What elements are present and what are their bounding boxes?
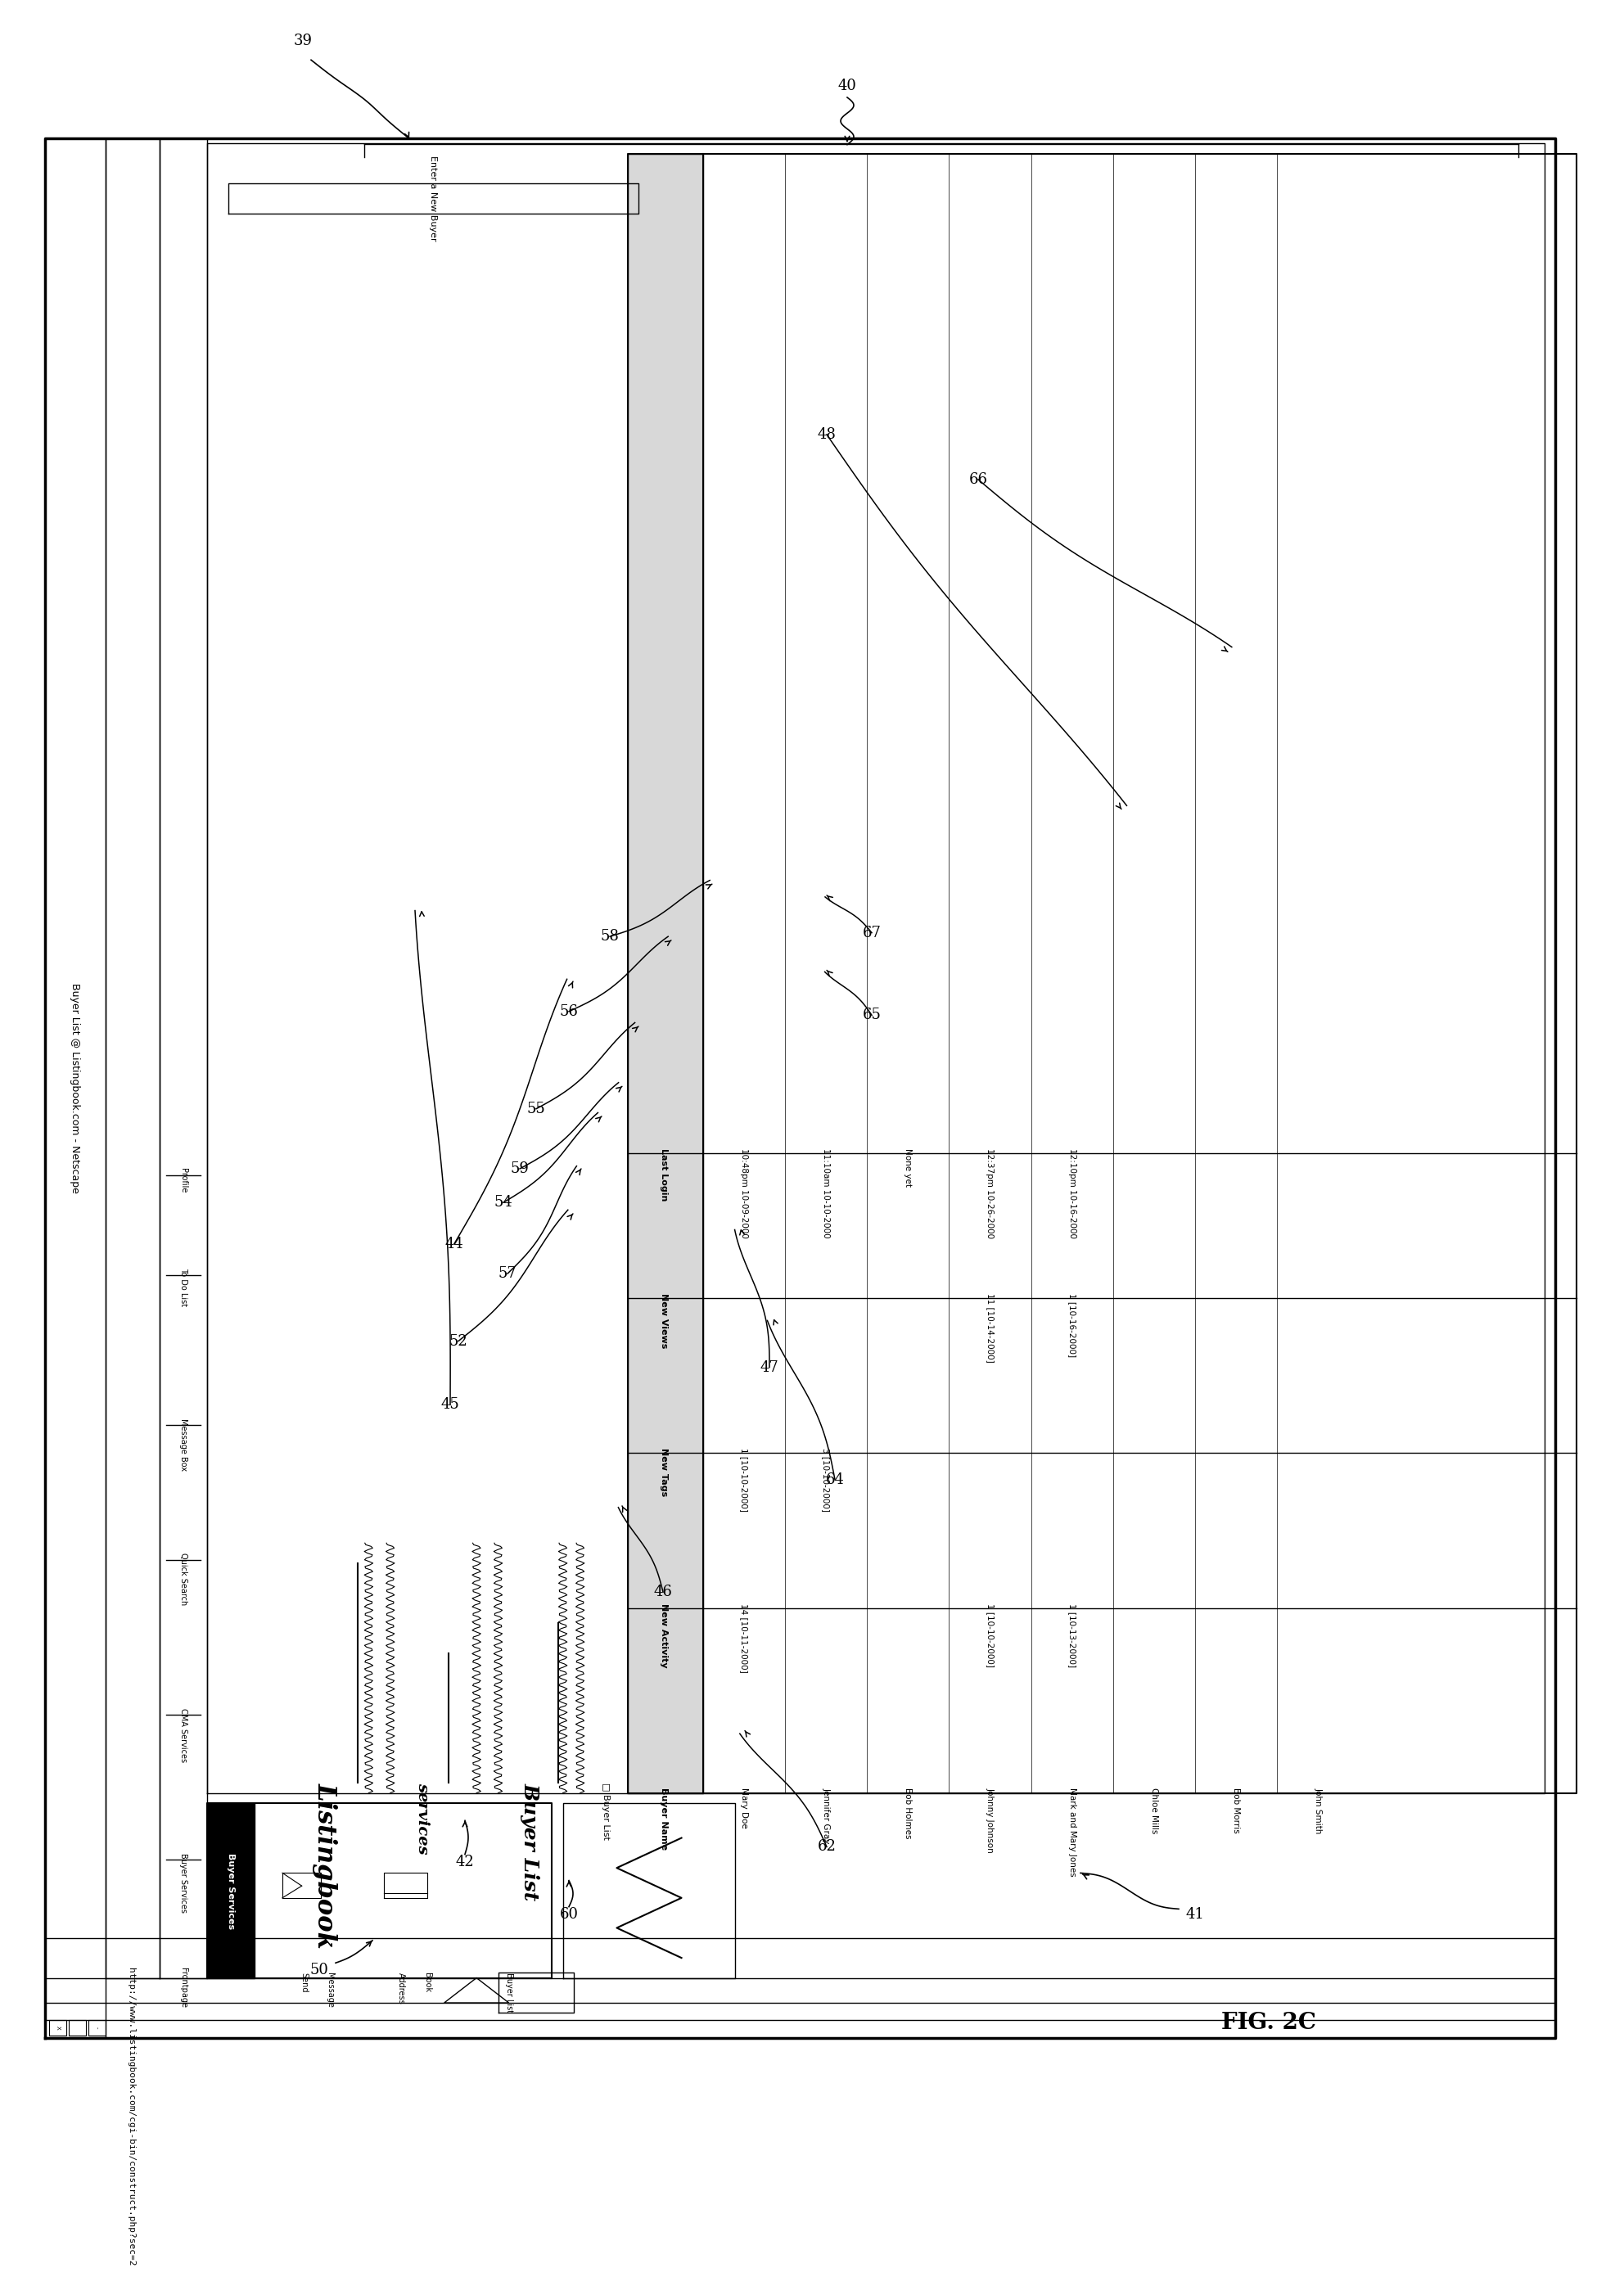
Text: John Smith: John Smith: [1314, 1788, 1322, 1833]
Text: 12:37pm 10-26-2000: 12:37pm 10-26-2000: [986, 1148, 994, 1239]
Text: Enter a New Buyer: Enter a New Buyer: [429, 155, 437, 242]
Text: Mark and Mary Jones: Mark and Mary Jones: [1069, 1788, 1077, 1877]
Text: 62: 62: [817, 1840, 836, 1854]
Text: Jennifer Gray: Jennifer Gray: [822, 1788, 830, 1845]
Text: 57: 57: [499, 1266, 516, 1280]
Text: Message Box: Message Box: [179, 1417, 187, 1470]
Text: Listingbook: Listingbook: [313, 1783, 338, 1950]
Text: Quick Search: Quick Search: [179, 1552, 187, 1605]
Text: http://www.listingbook.com/cgi-bin/construct.php?sec=2: http://www.listingbook.com/cgi-bin/const…: [127, 1968, 135, 2265]
Text: 11:10am 10-10-2000: 11:10am 10-10-2000: [822, 1148, 830, 1239]
Text: □ Buyer List: □ Buyer List: [603, 1783, 611, 1840]
Text: 60: 60: [560, 1907, 578, 1923]
Text: 45: 45: [440, 1397, 460, 1413]
Text: New Views: New Views: [659, 1294, 669, 1349]
Text: 47: 47: [760, 1360, 780, 1374]
Text: Bob Holmes: Bob Holmes: [905, 1788, 913, 1840]
Text: 50: 50: [310, 1964, 328, 1977]
Text: Address: Address: [396, 1973, 404, 2005]
Text: Message: Message: [326, 1973, 335, 2007]
Text: 11 [10-14-2000]: 11 [10-14-2000]: [986, 1294, 994, 1362]
Text: Johnny Johnson: Johnny Johnson: [986, 1788, 994, 1854]
Text: 10:48pm 10-09-2000: 10:48pm 10-09-2000: [741, 1148, 749, 1239]
Text: 44: 44: [445, 1237, 463, 1250]
Text: Book: Book: [422, 1973, 430, 1993]
Text: 12:10pm 10-16-2000: 12:10pm 10-16-2000: [1069, 1148, 1077, 1239]
Text: Profile: Profile: [179, 1168, 187, 1193]
Text: 40: 40: [838, 78, 856, 94]
Text: 14 [10-11-2000]: 14 [10-11-2000]: [741, 1602, 749, 1673]
Polygon shape: [627, 153, 703, 1792]
Text: 56: 56: [560, 1004, 578, 1020]
Text: 39: 39: [294, 34, 312, 48]
Text: CMA Services: CMA Services: [179, 1708, 187, 1763]
Text: X: X: [55, 2025, 60, 2030]
Text: 65: 65: [862, 1008, 882, 1022]
Text: 3 [10-10-2000]: 3 [10-10-2000]: [822, 1447, 830, 1511]
Text: 64: 64: [825, 1472, 844, 1488]
Text: New Tags: New Tags: [659, 1447, 669, 1497]
Text: Buyer Services: Buyer Services: [226, 1852, 234, 1929]
Polygon shape: [206, 1804, 255, 1977]
Text: Buyer List: Buyer List: [521, 1783, 541, 1902]
Text: 46: 46: [654, 1584, 672, 1600]
Text: None yet: None yet: [905, 1148, 913, 1186]
Text: Buyer List @ Listingbook.com - Netscape: Buyer List @ Listingbook.com - Netscape: [70, 983, 81, 1193]
Text: Bob Morris: Bob Morris: [1233, 1788, 1241, 1833]
Polygon shape: [49, 2021, 67, 2037]
Text: To Do List: To Do List: [179, 1269, 187, 1308]
Polygon shape: [68, 2021, 86, 2037]
Text: 58: 58: [601, 928, 619, 944]
Text: 52: 52: [450, 1333, 468, 1349]
Text: Send: Send: [300, 1973, 309, 1993]
Text: Buyer Name: Buyer Name: [659, 1788, 669, 1849]
Text: 48: 48: [817, 427, 836, 441]
Text: 55: 55: [526, 1102, 546, 1116]
Text: Last Login: Last Login: [659, 1148, 669, 1200]
Text: New Activity: New Activity: [659, 1602, 669, 1666]
Text: Buyer List: Buyer List: [505, 1973, 513, 2014]
Text: 59: 59: [510, 1161, 529, 1175]
Text: FIG. 2C: FIG. 2C: [1221, 2012, 1315, 2035]
Text: Chloe Mills: Chloe Mills: [1150, 1788, 1158, 1833]
Text: 66: 66: [970, 473, 987, 487]
Text: 1 [10-10-2000]: 1 [10-10-2000]: [741, 1447, 749, 1511]
Text: 1 [10-13-2000]: 1 [10-13-2000]: [1069, 1602, 1077, 1666]
Polygon shape: [88, 2021, 106, 2037]
Text: 1 [10-10-2000]: 1 [10-10-2000]: [986, 1602, 994, 1666]
Text: 67: 67: [862, 926, 882, 940]
Text: Frontpage: Frontpage: [179, 1968, 187, 2007]
Text: 42: 42: [456, 1854, 474, 1870]
Text: services: services: [416, 1783, 430, 1854]
Text: 41: 41: [1186, 1907, 1205, 1923]
Text: Buyer Services: Buyer Services: [179, 1854, 187, 1913]
Text: Mary Doe: Mary Doe: [741, 1788, 749, 1829]
Text: 54: 54: [494, 1196, 513, 1209]
Text: 1 [10-16-2000]: 1 [10-16-2000]: [1069, 1294, 1077, 1358]
